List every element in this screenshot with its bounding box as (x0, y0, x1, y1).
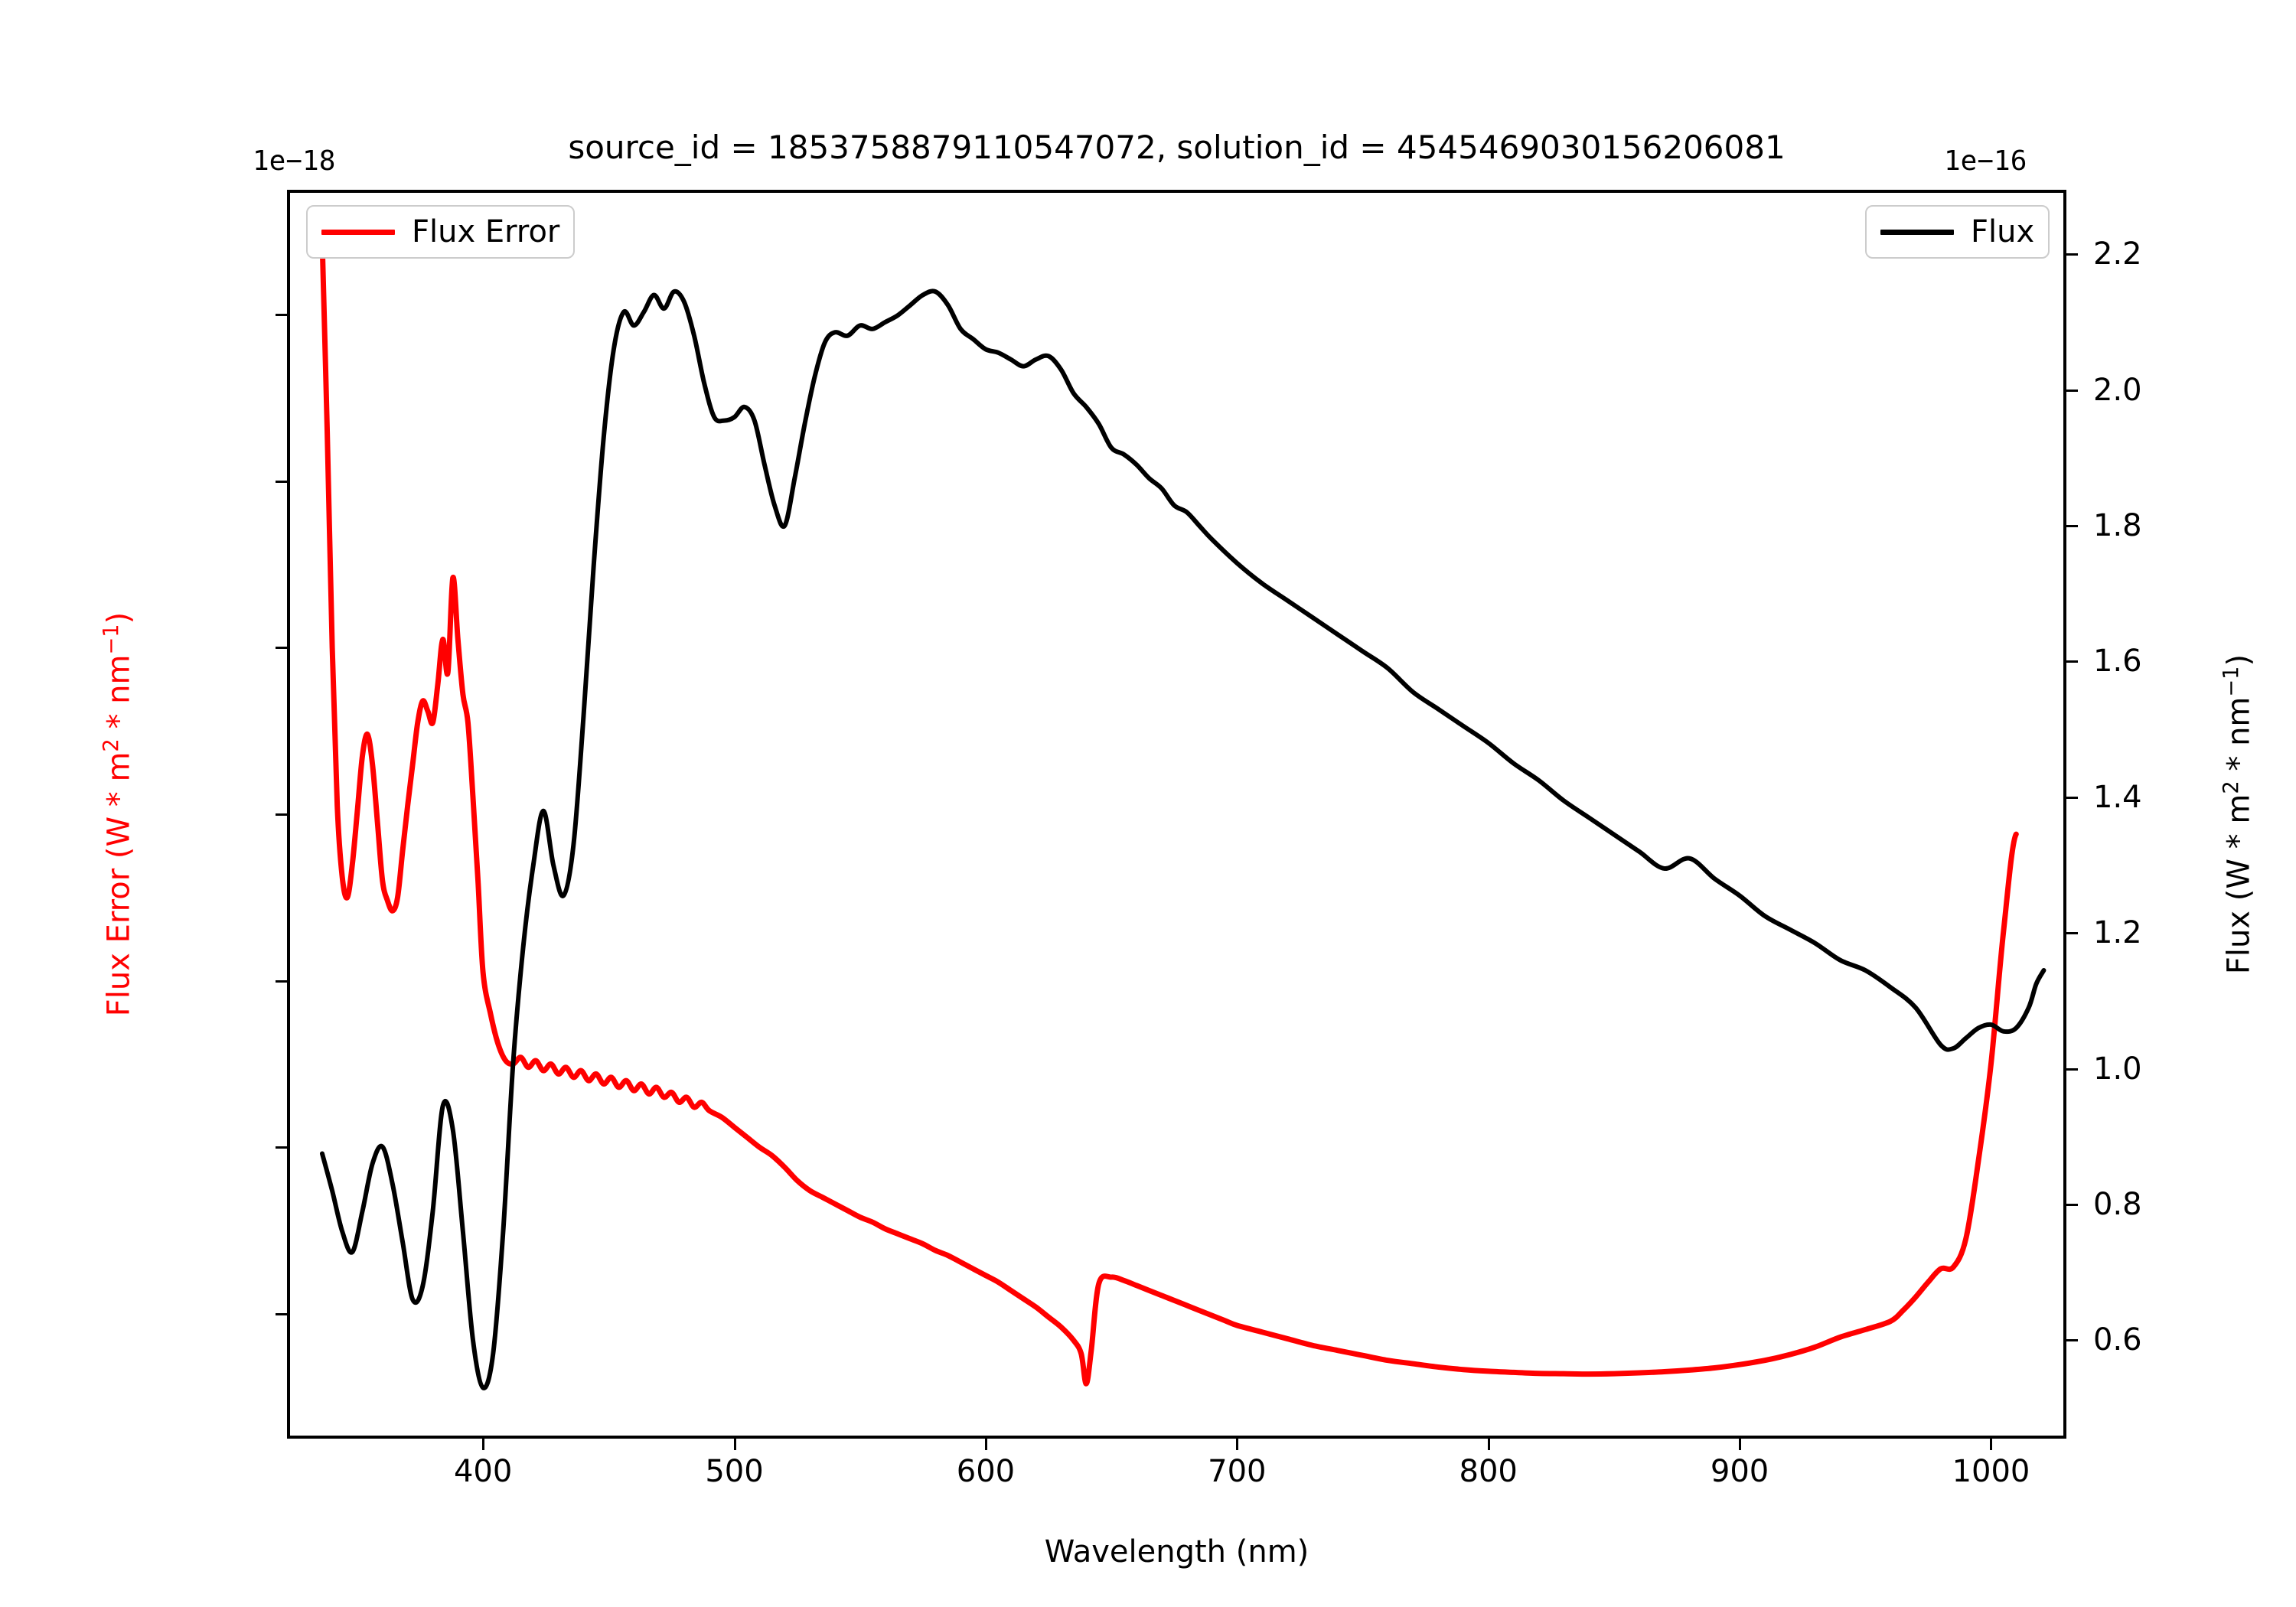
plot-area-frame (287, 190, 2066, 1439)
left-tick-mark (276, 480, 287, 483)
x-tick-mark (1236, 1439, 1239, 1450)
legend-flux-error[interactable]: Flux Error (306, 205, 576, 259)
legend-swatch-flux (1880, 229, 1954, 235)
x-tick-label: 600 (956, 1454, 1016, 1489)
right-tick-label: 1.0 (2093, 1051, 2142, 1087)
left-tick-mark (276, 1312, 287, 1315)
x-tick-label: 400 (453, 1454, 513, 1489)
x-tick-mark (1487, 1439, 1490, 1450)
right-tick-mark (2066, 660, 2078, 663)
right-tick-mark (2066, 796, 2078, 799)
x-tick-label: 1000 (1952, 1454, 2030, 1489)
left-axis-offset-text: 1e−18 (253, 145, 336, 177)
right-tick-mark (2066, 1204, 2078, 1206)
x-tick-label: 800 (1459, 1454, 1518, 1489)
legend-flux[interactable]: Flux (1865, 205, 2050, 259)
right-tick-label: 2.0 (2093, 372, 2142, 408)
right-tick-label: 1.4 (2093, 779, 2142, 815)
x-tick-mark (1739, 1439, 1742, 1450)
left-tick-mark (276, 813, 287, 816)
series-line-flux (319, 288, 2047, 1390)
plot-lines (319, 236, 2047, 1390)
legend-label-flux-error: Flux Error (412, 214, 560, 249)
right-tick-mark (2066, 525, 2078, 528)
right-tick-mark (2066, 932, 2078, 935)
right-tick-mark (2066, 1339, 2078, 1342)
left-tick-mark (276, 1146, 287, 1149)
x-axis-label: Wavelength (nm) (1044, 1534, 1309, 1570)
right-axis-label-text: Flux (W * m2 * nm−1) (2219, 654, 2257, 975)
x-tick-mark (984, 1439, 987, 1450)
right-tick-mark (2066, 253, 2078, 256)
legend-label-flux: Flux (1971, 214, 2035, 249)
right-tick-mark (2066, 1068, 2078, 1071)
left-axis-label-text: Flux Error (W * m2 * nm−1) (99, 611, 137, 1017)
right-tick-label: 0.6 (2093, 1322, 2142, 1358)
right-tick-label: 2.2 (2093, 236, 2142, 272)
right-tick-label: 1.6 (2093, 644, 2142, 680)
x-tick-label: 500 (705, 1454, 764, 1489)
right-tick-mark (2066, 389, 2078, 392)
x-tick-label: 700 (1208, 1454, 1267, 1489)
x-tick-label: 900 (1710, 1454, 1769, 1489)
x-tick-mark (482, 1439, 485, 1450)
chart-title: source_id = 1853758879110547072, solutio… (568, 129, 1786, 166)
legend-swatch-flux-error (321, 229, 395, 235)
right-tick-label: 0.8 (2093, 1187, 2142, 1222)
x-tick-mark (1990, 1439, 1993, 1450)
left-tick-mark (276, 647, 287, 650)
left-tick-mark (276, 314, 287, 317)
right-tick-label: 1.2 (2093, 915, 2142, 951)
series-line-flux-error (319, 236, 2019, 1387)
left-tick-mark (276, 980, 287, 983)
x-tick-mark (733, 1439, 736, 1450)
right-tick-label: 1.8 (2093, 508, 2142, 544)
right-axis-offset-text: 1e−16 (1944, 145, 2027, 177)
